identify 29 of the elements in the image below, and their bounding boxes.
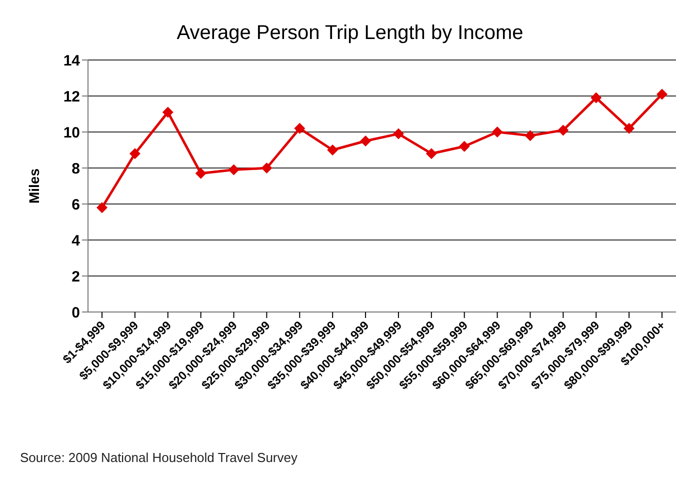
y-tick-label: 14 bbox=[63, 52, 81, 70]
y-tick-label: 8 bbox=[72, 160, 80, 178]
point bbox=[327, 144, 338, 156]
y-tick-label: 0 bbox=[72, 304, 80, 322]
y-tick-label: 2 bbox=[72, 268, 80, 286]
y-tick-label: 12 bbox=[63, 88, 80, 106]
point bbox=[656, 88, 668, 100]
chart-title: Average Person Trip Length by Income bbox=[176, 21, 524, 46]
source-note: Source: 2009 National Household Travel Survey bbox=[20, 450, 298, 465]
y-tick-label: 4 bbox=[72, 232, 81, 250]
point bbox=[261, 162, 272, 174]
point bbox=[426, 148, 437, 160]
point bbox=[360, 136, 372, 146]
point bbox=[294, 122, 306, 134]
point bbox=[129, 148, 140, 160]
y-axis-title: Miles bbox=[26, 168, 42, 204]
point bbox=[195, 168, 206, 179]
point bbox=[228, 164, 240, 176]
point bbox=[590, 92, 602, 104]
point bbox=[558, 124, 569, 136]
point bbox=[392, 128, 404, 140]
point bbox=[96, 202, 108, 214]
y-tick-label: 10 bbox=[63, 124, 80, 142]
point bbox=[162, 106, 174, 118]
y-tick-label: 6 bbox=[72, 196, 80, 214]
point bbox=[458, 140, 470, 152]
point bbox=[624, 122, 635, 134]
point bbox=[492, 126, 503, 138]
point bbox=[524, 130, 536, 142]
